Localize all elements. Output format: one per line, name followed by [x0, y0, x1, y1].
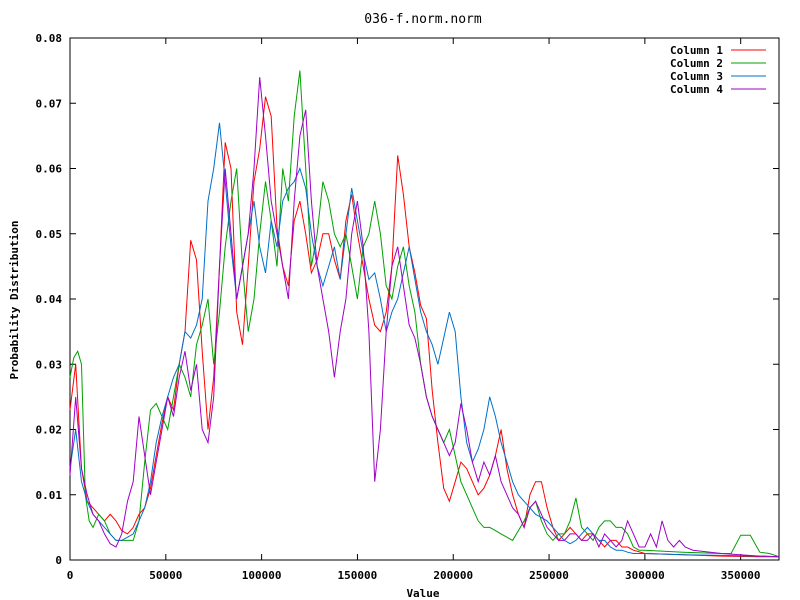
legend-label-1: Column 1 — [670, 44, 723, 57]
x-tick-label: 0 — [67, 569, 74, 582]
chart-title: 036-f.norm.norm — [364, 12, 482, 27]
series-lines — [69, 70, 780, 558]
y-tick-label: 0.01 — [36, 489, 63, 502]
y-tick-label: 0.08 — [36, 32, 63, 45]
plot-frame — [69, 37, 780, 561]
x-tick-label: 250000 — [529, 569, 569, 582]
x-tick-label: 300000 — [625, 569, 665, 582]
x-tick-label: 150000 — [338, 569, 378, 582]
axes: 0 50000 100000 150000 200000 250000 300000 3500… — [36, 32, 780, 582]
y-tick-label: 0.02 — [36, 424, 63, 437]
y-tick-label: 0 — [55, 554, 62, 567]
y-tick-label: 0.05 — [36, 228, 63, 241]
y-tick-label: 0.06 — [36, 163, 63, 176]
x-tick-label: 100000 — [242, 569, 282, 582]
legend-label-4: Column 4 — [670, 83, 723, 96]
y-tick-label: 0.07 — [36, 97, 63, 110]
x-tick-label: 350000 — [721, 569, 761, 582]
x-tick-label: 50000 — [149, 569, 182, 582]
series-line-4 — [69, 77, 780, 558]
y-axis-label: Probability Distribution — [8, 221, 21, 380]
legend-label-3: Column 3 — [670, 70, 723, 83]
series-line-3 — [69, 122, 780, 558]
legend-label-2: Column 2 — [670, 57, 723, 70]
y-tick-label: 0.04 — [36, 293, 63, 306]
x-tick-label: 200000 — [433, 569, 473, 582]
y-tick-label: 0.03 — [36, 358, 63, 371]
x-axis-label: Value — [406, 587, 439, 600]
